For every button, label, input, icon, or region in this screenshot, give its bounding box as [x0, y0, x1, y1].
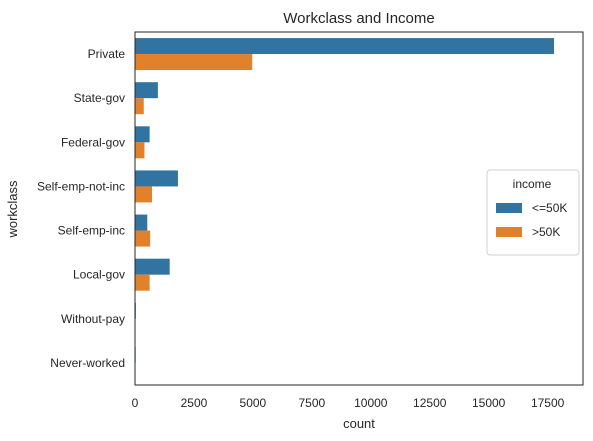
bar-private-gt50k — [135, 54, 253, 71]
x-tick-label: 5000 — [240, 396, 267, 410]
x-tick-label: 10000 — [354, 396, 388, 410]
bar-state-gov-gt50k — [135, 98, 144, 115]
y-tick-label: Self-emp-inc — [58, 224, 125, 238]
legend-title: income — [513, 177, 552, 191]
x-tick-label: 7500 — [298, 396, 325, 410]
y-tick-label: Without-pay — [61, 312, 125, 326]
bar-federal-gov-le50k — [135, 126, 150, 143]
x-tick-label: 2500 — [181, 396, 208, 410]
bar-federal-gov-gt50k — [135, 142, 145, 159]
y-tick-labels: Private State-gov Federal-gov Self-emp-not-… — [37, 47, 125, 370]
y-tick-label: Private — [88, 47, 126, 61]
bar-local-gov-gt50k — [135, 274, 150, 291]
bar-private-le50k — [135, 38, 555, 55]
bar-self-emp-inc-le50k — [135, 214, 148, 231]
y-tick-label: Local-gov — [73, 268, 125, 282]
x-axis-label: count — [343, 416, 375, 431]
y-tick-label: Self-emp-not-inc — [37, 179, 125, 193]
bar-self-emp-not-inc-le50k — [135, 170, 178, 187]
x-tick-label: 12500 — [413, 396, 447, 410]
bar-state-gov-le50k — [135, 82, 158, 99]
legend: income <=50K >50K — [486, 169, 580, 256]
legend-swatch — [496, 203, 522, 213]
y-tick-label: State-gov — [74, 91, 125, 105]
legend-label: >50K — [532, 225, 560, 239]
legend-swatch — [496, 227, 522, 237]
y-tick-label: Federal-gov — [61, 135, 125, 149]
legend-items: <=50K >50K — [496, 201, 567, 239]
bar-self-emp-inc-gt50k — [135, 230, 151, 247]
bar-local-gov-le50k — [135, 258, 170, 275]
bar-self-emp-not-inc-gt50k — [135, 186, 153, 203]
x-tick-labels: 0 2500 5000 7500 10000 12500 15000 17500 — [132, 396, 565, 410]
chart-title: Workclass and Income — [283, 10, 434, 27]
x-tick-label: 15000 — [472, 396, 506, 410]
bars-layer — [135, 38, 555, 363]
x-tick-label: 17500 — [531, 396, 565, 410]
legend-label: <=50K — [532, 201, 567, 215]
y-tick-label: Never-worked — [50, 356, 125, 370]
y-axis-label: workclass — [5, 180, 20, 239]
x-tick-label: 0 — [132, 396, 139, 410]
